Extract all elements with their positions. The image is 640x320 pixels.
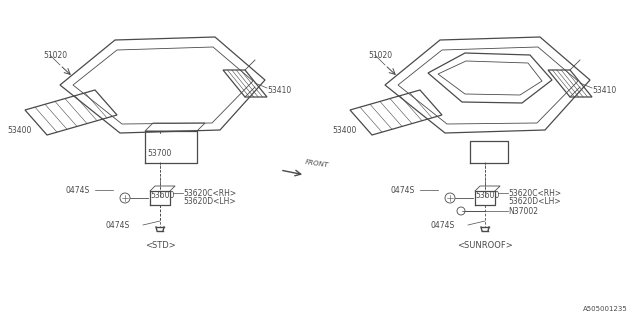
Text: 53620C<RH>: 53620C<RH> bbox=[183, 188, 236, 197]
Text: <SUNROOF>: <SUNROOF> bbox=[457, 241, 513, 250]
Text: 51020: 51020 bbox=[43, 51, 67, 60]
Text: <STD>: <STD> bbox=[145, 241, 175, 250]
Text: 53400: 53400 bbox=[332, 125, 356, 134]
Text: 0474S: 0474S bbox=[105, 220, 129, 229]
Text: N37002: N37002 bbox=[508, 206, 538, 215]
Text: 53600: 53600 bbox=[150, 190, 174, 199]
Text: 53410: 53410 bbox=[267, 85, 291, 94]
Text: 53400: 53400 bbox=[7, 125, 31, 134]
Text: 53620C<RH>: 53620C<RH> bbox=[508, 188, 561, 197]
Text: 53620D<LH>: 53620D<LH> bbox=[183, 197, 236, 206]
Text: 0474S: 0474S bbox=[66, 186, 90, 195]
Text: 0474S: 0474S bbox=[391, 186, 415, 195]
Text: 53620D<LH>: 53620D<LH> bbox=[508, 197, 561, 206]
Text: 51020: 51020 bbox=[368, 51, 392, 60]
Text: 53600: 53600 bbox=[475, 190, 499, 199]
Text: 0474S: 0474S bbox=[430, 220, 454, 229]
Text: A505001235: A505001235 bbox=[583, 306, 628, 312]
Text: FRONT: FRONT bbox=[305, 159, 330, 168]
Text: 53700: 53700 bbox=[147, 148, 172, 157]
Text: 53410: 53410 bbox=[592, 85, 616, 94]
